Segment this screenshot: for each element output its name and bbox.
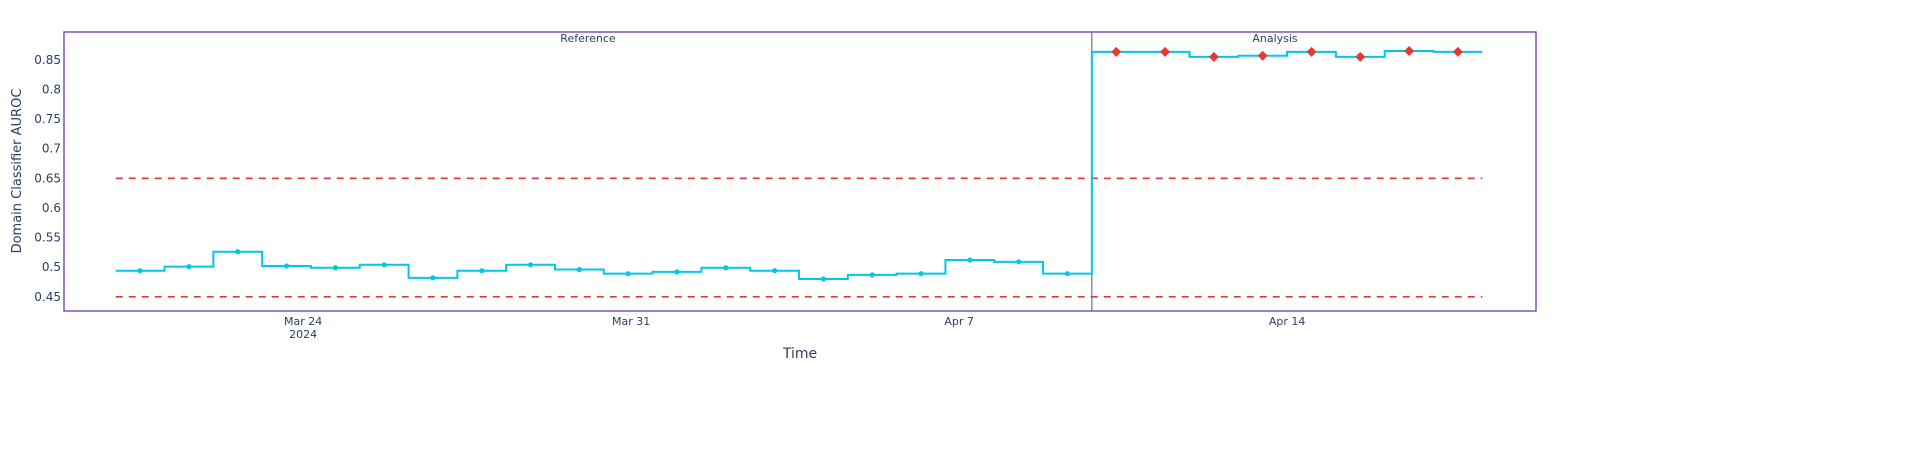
analysis-alert-point — [1208, 51, 1219, 62]
analysis-alert-point — [1257, 50, 1268, 61]
plot-marks — [115, 32, 1483, 311]
y-tick-label: 0.5 — [42, 260, 61, 274]
reference-point — [235, 249, 241, 255]
reference-point — [820, 276, 827, 282]
reference-point — [430, 275, 436, 281]
analysis-period-label: Analysis — [1252, 32, 1298, 45]
reference-point — [527, 262, 534, 268]
reference-point — [576, 266, 582, 273]
y-axis-label: Domain Classifier AUROC — [10, 89, 25, 254]
reference-point — [918, 271, 924, 277]
y-tick-label: 0.85 — [34, 53, 61, 67]
reference-point — [283, 263, 290, 269]
x-tick-label: Mar 31 — [612, 315, 650, 328]
reference-point — [674, 269, 680, 275]
reference-point — [381, 262, 387, 268]
reference-point — [479, 268, 485, 274]
x-tick-label: Mar 24 — [284, 315, 322, 328]
reference-point — [625, 271, 631, 277]
auroc-step-line — [115, 49, 1483, 281]
y-tick-label: 0.75 — [34, 112, 61, 126]
y-tick-label: 0.7 — [42, 142, 61, 156]
analysis-alert-point — [1355, 51, 1366, 62]
reference-point — [967, 257, 973, 263]
reference-point — [723, 265, 729, 271]
y-tick-label: 0.6 — [42, 201, 61, 215]
x-tick-label: Apr 14 — [1269, 315, 1306, 328]
x-tick-sublabel: 2024 — [289, 328, 317, 341]
reference-period-label: Reference — [560, 32, 616, 45]
analysis-alert-point — [1160, 46, 1171, 57]
reference-point — [772, 268, 778, 274]
analysis-alert-point — [1452, 46, 1463, 57]
y-tick-label: 0.45 — [34, 290, 61, 304]
y-axis-ticks: 0.45 0.5 0.55 0.6 0.65 0.7 0.75 0.8 0.85 — [34, 53, 61, 304]
analysis-alert-point — [1306, 46, 1317, 57]
y-tick-label: 0.8 — [42, 82, 61, 96]
reference-point — [332, 265, 338, 271]
x-axis-label: Time — [782, 346, 817, 362]
plot-frame — [63, 31, 1537, 312]
y-tick-label: 0.65 — [34, 171, 61, 185]
analysis-alert-point — [1111, 46, 1122, 57]
reference-point — [869, 272, 875, 278]
reference-point — [186, 263, 192, 270]
reference-point — [137, 268, 143, 274]
y-tick-label: 0.55 — [34, 231, 61, 245]
analysis-alert-point — [1404, 45, 1415, 56]
x-tick-label: Apr 7 — [944, 315, 974, 328]
reference-point — [1016, 259, 1022, 265]
reference-point — [1064, 271, 1071, 277]
